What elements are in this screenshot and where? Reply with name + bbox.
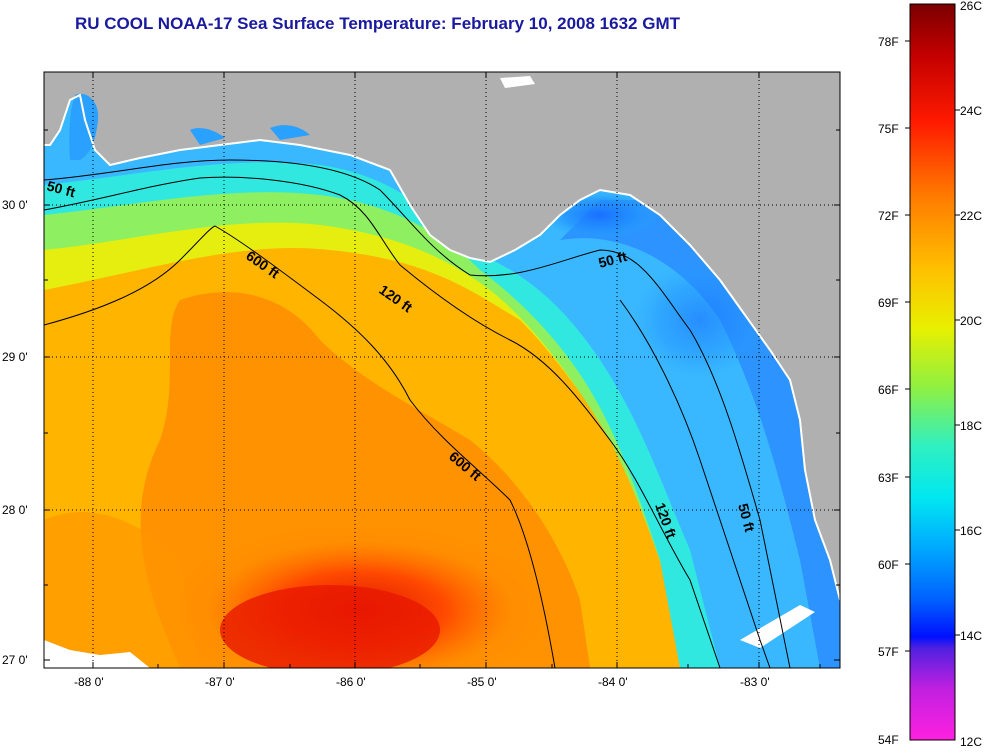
lon-label-87: -87 0'	[205, 675, 235, 689]
colorbar-c-26: 26C	[960, 0, 982, 13]
lat-label-30: 30 0'	[2, 198, 28, 212]
colorbar-ticks	[905, 40, 960, 652]
colorbar-c-18: 18C	[960, 419, 982, 433]
contour-label-50ft-east: 50 ft	[597, 248, 629, 271]
land-mass	[44, 72, 840, 600]
lon-label-85: -85 0'	[467, 675, 497, 689]
colorbar-f-63: 63F	[878, 471, 899, 485]
colorbar-f-75: 75F	[878, 122, 899, 136]
graticule	[44, 72, 840, 668]
contour-label-50ft-west: 50 ft	[45, 177, 77, 200]
colorbar-f-78: 78F	[878, 35, 899, 49]
colorbar-c-16: 16C	[960, 524, 982, 538]
lat-label-27: 27 0'	[2, 653, 28, 667]
lat-label-28: 28 0'	[2, 503, 28, 517]
axis-ticks	[44, 72, 840, 668]
colorbar	[909, 3, 956, 741]
lon-label-83: -83 0'	[740, 675, 770, 689]
colorbar-f-60: 60F	[878, 558, 899, 572]
sst-field	[44, 72, 840, 668]
lon-label-86: -86 0'	[336, 675, 366, 689]
map-title: RU COOL NOAA-17 Sea Surface Temperature:…	[75, 14, 680, 33]
colorbar-f-66: 66F	[878, 383, 899, 397]
colorbar-c-24: 24C	[960, 104, 982, 118]
colorbar-c-20: 20C	[960, 314, 982, 328]
colorbar-f-57: 57F	[878, 645, 899, 659]
lon-label-88: -88 0'	[74, 675, 104, 689]
colorbar-f-72: 72F	[878, 209, 899, 223]
colorbar-f-54: 54F	[878, 733, 899, 747]
colorbar-c-14: 14C	[960, 629, 982, 643]
colorbar-c-22: 22C	[960, 209, 982, 223]
lon-label-84: -84 0'	[598, 675, 628, 689]
lat-label-29: 29 0'	[2, 350, 28, 364]
colorbar-c-12: 12C	[960, 735, 982, 749]
colorbar-f-69: 69F	[878, 296, 899, 310]
map-frame	[43, 71, 841, 669]
